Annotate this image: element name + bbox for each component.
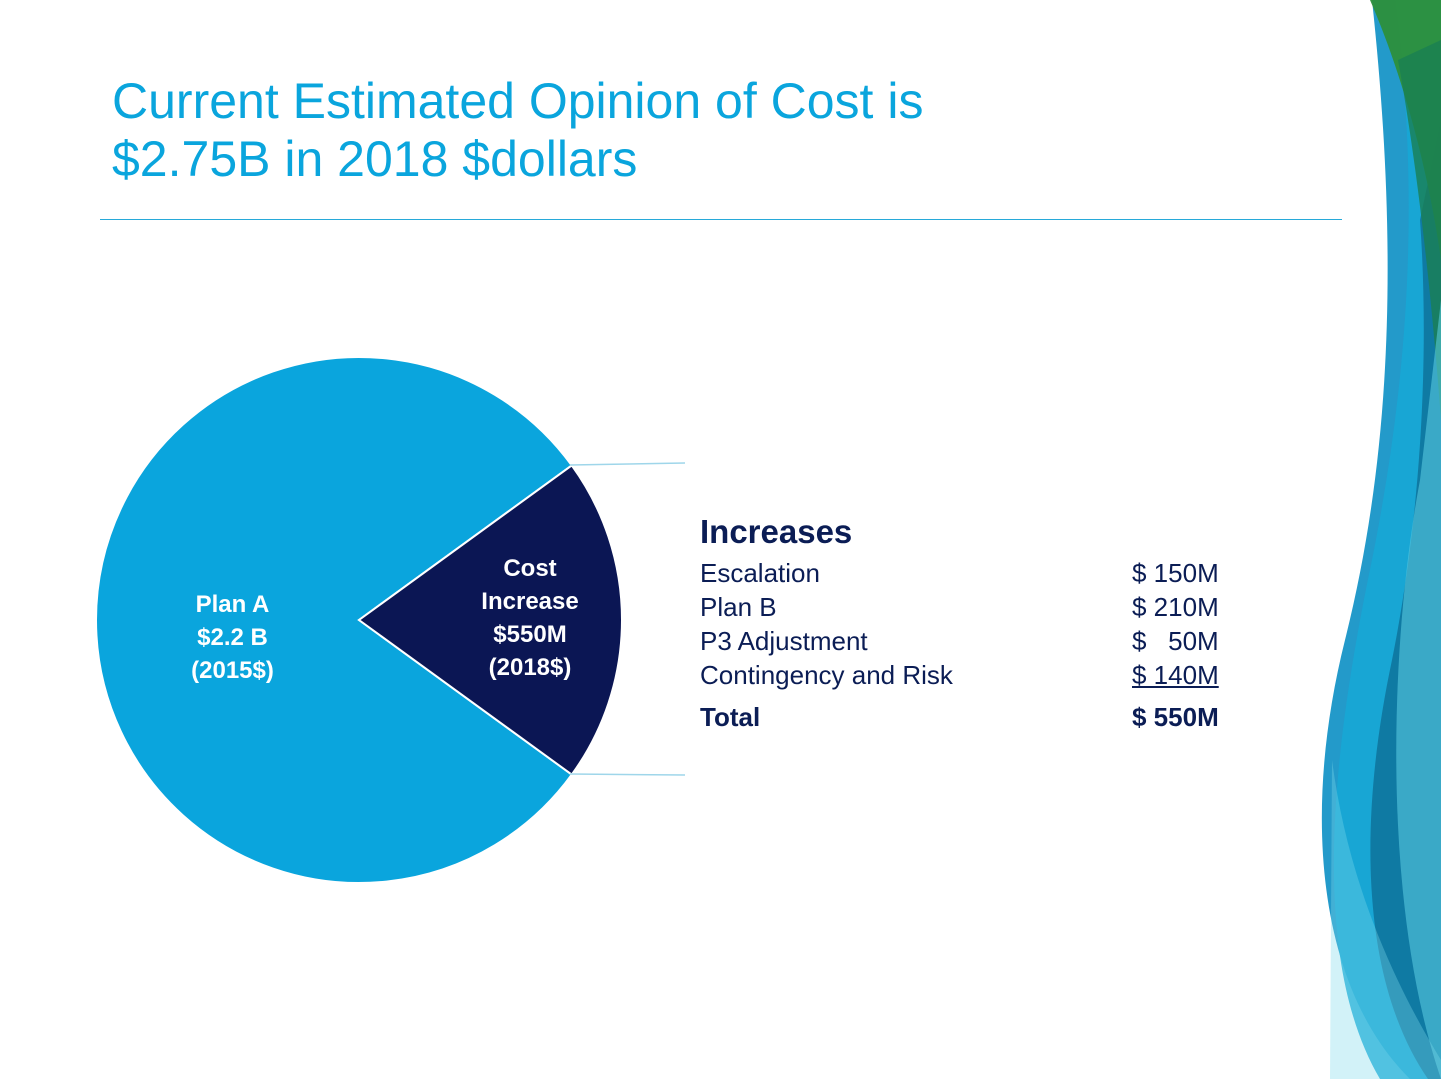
title-line-1: Current Estimated Opinion of Cost is [112, 73, 924, 129]
breakdown-amount: $ 150M [1132, 558, 1219, 588]
pie-label-line: $2.2 B [197, 624, 268, 651]
breakdown-row: Plan B $ 210M [700, 590, 1240, 624]
increases-heading: Increases [700, 513, 853, 550]
leader-line-bottom [569, 773, 686, 776]
breakdown-total-row: Total $ 550M [700, 700, 1240, 734]
pie-label-line: (2018$) [488, 654, 572, 681]
title-divider [100, 219, 1342, 220]
breakdown-row: P3 Adjustment $ 50M [700, 624, 1240, 658]
breakdown-amount: $ 50M [1132, 626, 1219, 656]
pie-slice-cost-increase [357, 464, 623, 776]
breakdown-label: Contingency and Risk [700, 660, 953, 690]
total-amount: $ 550M [1132, 702, 1219, 732]
pie-slice-plan-a [95, 356, 574, 884]
page-title: Current Estimated Opinion of Cost is $2.… [112, 72, 923, 188]
pie-label-plan-a: Plan A $2.2 B (2015$) [160, 588, 305, 687]
pie-label-cost-increase: Cost Increase $550M (2018$) [455, 552, 605, 684]
total-label: Total [700, 702, 761, 732]
increases-breakdown: Increases Escalation $ 150M Plan B $ 210… [700, 512, 1240, 734]
pie-label-line: $550M [493, 621, 567, 648]
title-line-2: $2.75B in 2018 $dollars [112, 131, 638, 187]
breakdown-row: Escalation $ 150M [700, 556, 1240, 590]
breakdown-label: Plan B [700, 592, 777, 622]
breakdown-amount: $ 140M [1132, 660, 1219, 690]
pie-label-line: Increase [481, 588, 579, 615]
pie-label-line: Plan A [195, 591, 270, 618]
breakdown-label: P3 Adjustment [700, 626, 868, 656]
breakdown-amount: $ 210M [1132, 592, 1219, 622]
leader-line-top [569, 462, 686, 466]
breakdown-label: Escalation [700, 558, 820, 588]
pie-label-line: Cost [503, 555, 557, 582]
pie-label-line: (2015$) [191, 657, 274, 684]
breakdown-row: Contingency and Risk $ 140M [700, 658, 1240, 692]
